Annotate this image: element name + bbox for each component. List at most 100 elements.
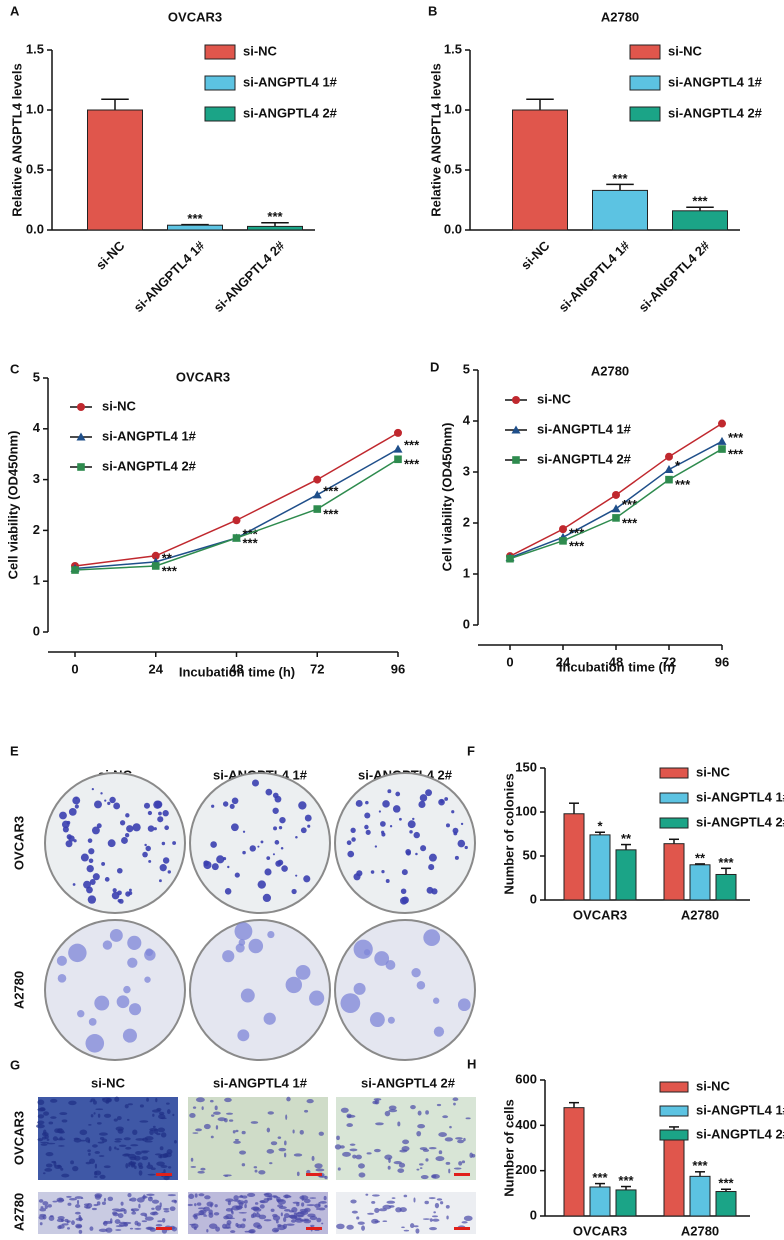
colony [298,801,307,810]
bar [512,109,568,231]
legend-label: si-ANGPTL4 2# [537,451,632,466]
stained-cell [465,1117,471,1120]
stained-cell [111,1208,121,1211]
colony [300,827,307,834]
stained-cell [141,1156,149,1161]
colony [91,826,100,835]
colony [281,865,288,872]
stained-cell [432,1218,440,1222]
stained-cell [157,1220,163,1223]
stained-cell [306,1204,316,1207]
stained-cell [449,1125,452,1129]
y-tick-label: 600 [515,1071,537,1086]
stained-cell [238,1201,244,1207]
stained-cell [278,1147,287,1152]
colony [231,823,239,832]
stained-cell [244,1203,247,1209]
legend-label: si-ANGPTL4 2# [696,1126,784,1141]
legend-label: si-ANGPTL4 1# [243,74,338,89]
stained-cell [56,1197,65,1203]
stained-cell [163,1210,170,1213]
stained-cell [39,1222,43,1226]
colony [231,797,239,805]
stained-cell [452,1097,459,1102]
stained-cell [244,1199,248,1204]
stained-cell [189,1223,196,1226]
significance-label: *** [592,1170,608,1185]
stained-cell [225,1198,234,1202]
stained-cell [366,1212,375,1215]
stained-cell [88,1123,92,1126]
colony [203,860,209,866]
column-label: si-ANGPTL4 1# [213,1075,308,1090]
stained-cell [225,1207,233,1212]
colony [162,810,169,817]
stained-cell [225,1214,233,1220]
stained-cell [208,1209,213,1215]
stained-cell [210,1135,214,1139]
stained-cell [101,1201,106,1206]
colony [378,810,381,813]
stained-cell [195,1128,202,1132]
stained-cell [78,1214,82,1220]
stained-cell [324,1204,328,1208]
y-axis-label: Number of cells [501,1099,516,1197]
stained-cell [428,1197,436,1200]
x-tick-label: 96 [391,661,405,676]
stained-cell [122,1221,132,1225]
colony [123,985,131,994]
stained-cell [323,1195,327,1201]
colony [274,795,282,803]
stained-cell [130,1144,139,1147]
culture-plate [189,772,331,914]
stained-cell [410,1105,416,1110]
marker [77,463,85,471]
column-label: si-NC [91,1075,126,1090]
stained-cell [158,1111,165,1116]
marker [77,403,85,411]
stained-cell [431,1174,440,1179]
colony [445,823,450,828]
stained-cell [103,1197,107,1202]
colony [227,865,230,869]
stained-cell [70,1160,74,1165]
colony [351,837,356,842]
stained-cell [283,1209,291,1212]
stained-cell [280,1212,283,1217]
bar [715,1191,737,1217]
legend-label: si-ANGPTL4 1# [668,74,763,89]
significance-label: *** [622,515,638,530]
stained-cell [386,1200,396,1204]
stained-cell [283,1213,290,1219]
colony [128,891,133,896]
significance-label: *** [718,1176,734,1191]
marker [559,525,567,534]
stained-cell [445,1204,450,1209]
stained-cell [116,1116,122,1121]
x-tick-label: si-NC [93,238,128,273]
stained-cell [103,1165,111,1169]
colony [234,872,240,878]
panel-letter: G [10,1057,20,1072]
stained-cell [433,1211,436,1214]
colony [353,873,361,881]
stained-cell [346,1123,353,1128]
colony [145,845,151,852]
colony [454,855,459,860]
y-tick-label: 0.0 [444,221,462,236]
significance-label: ** [162,550,173,565]
x-tick-label: 72 [662,654,676,669]
column-label: si-ANGPTL4 2# [361,1075,456,1090]
stained-cell [37,1120,45,1125]
bar [672,210,728,231]
legend-swatch [659,767,689,779]
colony [400,897,408,905]
stained-cell [46,1142,56,1145]
colony [433,1026,445,1037]
colony [167,870,171,874]
marker [665,452,673,461]
stained-cell [337,1167,341,1171]
colony [346,840,352,846]
stained-cell [97,1141,105,1144]
stained-cell [66,1220,71,1223]
